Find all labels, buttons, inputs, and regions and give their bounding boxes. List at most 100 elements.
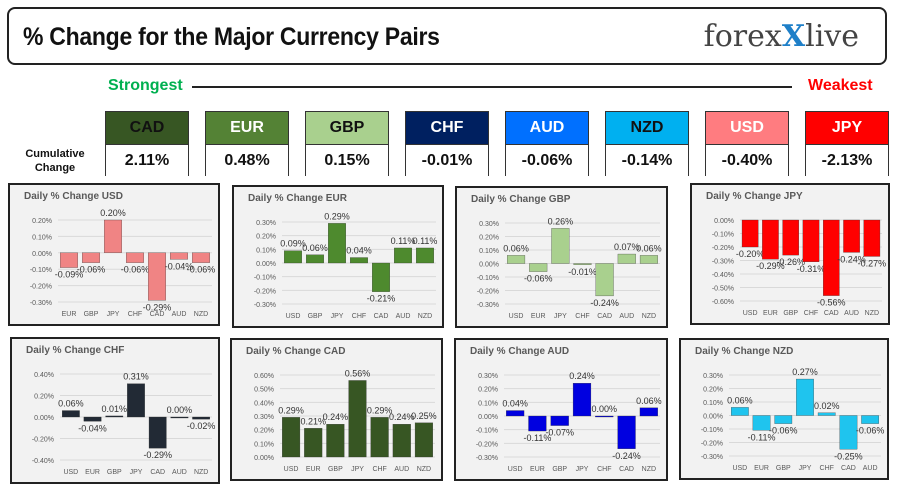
x-tick-label: AUD bbox=[394, 466, 409, 473]
x-tick-label: CHF bbox=[597, 466, 611, 473]
x-tick-label: CHF bbox=[352, 313, 366, 320]
bar-eur bbox=[762, 219, 779, 260]
y-tick-label: -0.30% bbox=[712, 259, 734, 266]
chart-chf: Daily % Change CHF 0.40% 0.20% 0.00% -0.20% -… bbox=[10, 337, 220, 484]
x-tick-label: AUD bbox=[396, 313, 411, 320]
x-tick-label: USD bbox=[508, 466, 523, 473]
bar-chf bbox=[573, 263, 592, 265]
bar-chart-svg: 0.20% 0.10% 0.00% -0.10% -0.20% -0.30% -0.09% E… bbox=[30, 208, 215, 318]
data-label: -0.31% bbox=[797, 264, 826, 274]
chart-title: Daily % Change EUR bbox=[248, 193, 347, 204]
chart-jpy: Daily % Change JPY 0.00% -0.10% -0.20% -0.30… bbox=[690, 183, 890, 325]
bar-chart-svg: 0.60% 0.50% 0.40% 0.30% 0.20% 0.10% 0.00% 0.29%… bbox=[254, 368, 437, 473]
y-tick-label: 0.30% bbox=[703, 373, 723, 380]
x-tick-label: EUR bbox=[531, 313, 546, 320]
x-tick-label: AUD bbox=[172, 469, 187, 476]
currency-box-nzd: NZD -0.14% bbox=[605, 111, 689, 176]
chart-eur: Daily % Change EUR 0.30% 0.20% 0.10% 0.00% -0… bbox=[232, 185, 444, 328]
data-label: -0.11% bbox=[523, 433, 551, 443]
x-tick-label: NZD bbox=[417, 466, 431, 473]
currency-name: JPY bbox=[806, 112, 888, 145]
cumulative-value: -2.13% bbox=[806, 145, 888, 176]
x-tick-label: JPY bbox=[351, 466, 364, 473]
currency-name: NZD bbox=[606, 112, 688, 145]
x-tick-label: USD bbox=[286, 313, 301, 320]
y-tick-label: -0.30% bbox=[476, 455, 498, 462]
data-label: -0.56% bbox=[817, 298, 846, 308]
chart-usd: Daily % Change USD 0.20% 0.10% 0.00% -0.10% -… bbox=[8, 183, 220, 326]
y-tick-label: 0.10% bbox=[32, 234, 52, 241]
x-tick-label: CAD bbox=[619, 466, 634, 473]
bar-cad bbox=[148, 416, 167, 449]
y-tick-label: 0.00% bbox=[34, 415, 54, 422]
data-label: -0.06% bbox=[856, 426, 885, 436]
x-tick-label: JPY bbox=[554, 313, 567, 320]
y-tick-label: 0.10% bbox=[254, 441, 274, 448]
bar-chf bbox=[817, 412, 836, 416]
bar-gbp bbox=[326, 424, 345, 458]
chart-title: Daily % Change GBP bbox=[471, 194, 571, 205]
y-tick-label: -0.10% bbox=[254, 275, 276, 282]
currency-name: AUD bbox=[506, 112, 588, 145]
data-label: -0.06% bbox=[769, 426, 798, 436]
bar-jpy bbox=[572, 383, 592, 417]
x-tick-label: EUR bbox=[62, 311, 77, 318]
data-label: -0.01% bbox=[568, 267, 597, 277]
currency-box-eur: EUR 0.48% bbox=[205, 111, 289, 176]
data-label: 0.06% bbox=[636, 396, 662, 406]
bar-chart-svg: 0.30% 0.20% 0.10% 0.00% -0.10% -0.20% -0.30% 0.… bbox=[477, 216, 662, 320]
x-tick-label: CAD bbox=[824, 310, 839, 317]
x-tick-label: CHF bbox=[575, 313, 589, 320]
data-label: -0.25% bbox=[834, 451, 863, 461]
cumulative-value: 0.48% bbox=[206, 145, 288, 176]
bar-aud bbox=[843, 219, 860, 253]
y-tick-label: 0.00% bbox=[479, 262, 499, 269]
bar-cad bbox=[372, 262, 390, 292]
bar-gbp bbox=[82, 252, 100, 263]
y-tick-label: -0.20% bbox=[477, 289, 499, 296]
bar-nzd bbox=[639, 407, 658, 417]
data-label: -0.24% bbox=[590, 298, 619, 308]
currency-name: CHF bbox=[406, 112, 488, 145]
data-label: 0.29% bbox=[367, 405, 393, 415]
data-label: 0.06% bbox=[302, 243, 328, 253]
y-tick-label: 0.30% bbox=[478, 373, 498, 380]
bar-cad bbox=[617, 415, 636, 449]
y-tick-label: 0.10% bbox=[703, 400, 723, 407]
bar-cad bbox=[595, 263, 614, 297]
y-tick-label: 0.00% bbox=[256, 261, 276, 268]
data-label: 0.24% bbox=[569, 371, 595, 381]
y-tick-label: -0.20% bbox=[32, 437, 54, 444]
y-tick-label: -0.10% bbox=[30, 267, 52, 274]
y-tick-label: 0.00% bbox=[478, 414, 498, 421]
data-label: 0.06% bbox=[503, 243, 529, 253]
x-tick-label: NZD bbox=[642, 313, 656, 320]
data-label: 0.06% bbox=[636, 243, 662, 253]
data-label: 0.04% bbox=[502, 399, 528, 409]
bar-nzd bbox=[639, 255, 658, 264]
bar-jpy bbox=[104, 219, 122, 253]
bar-gbp bbox=[550, 415, 569, 426]
bar-usd bbox=[731, 407, 749, 416]
y-tick-label: 0.20% bbox=[34, 394, 54, 401]
data-label: 0.00% bbox=[592, 404, 618, 414]
data-label: 0.20% bbox=[100, 208, 126, 218]
bar-aud bbox=[861, 415, 879, 424]
data-label: 0.09% bbox=[280, 239, 306, 249]
bar-usd bbox=[282, 417, 301, 458]
x-tick-label: USD bbox=[743, 310, 758, 317]
data-label: 0.31% bbox=[123, 372, 149, 382]
x-tick-label: AUD bbox=[863, 465, 878, 472]
y-tick-label: -0.40% bbox=[32, 458, 54, 465]
currency-name: EUR bbox=[206, 112, 288, 145]
bar-usd bbox=[506, 410, 525, 417]
data-label: -0.11% bbox=[748, 432, 776, 442]
y-tick-label: 0.20% bbox=[479, 235, 499, 242]
data-label: 0.04% bbox=[346, 246, 372, 256]
data-label: -0.20% bbox=[736, 249, 765, 259]
y-tick-label: -0.20% bbox=[701, 441, 723, 448]
bar-jpy bbox=[348, 380, 367, 458]
x-tick-label: JPY bbox=[130, 469, 143, 476]
x-tick-label: USD bbox=[732, 465, 747, 472]
x-tick-label: NZD bbox=[642, 466, 656, 473]
